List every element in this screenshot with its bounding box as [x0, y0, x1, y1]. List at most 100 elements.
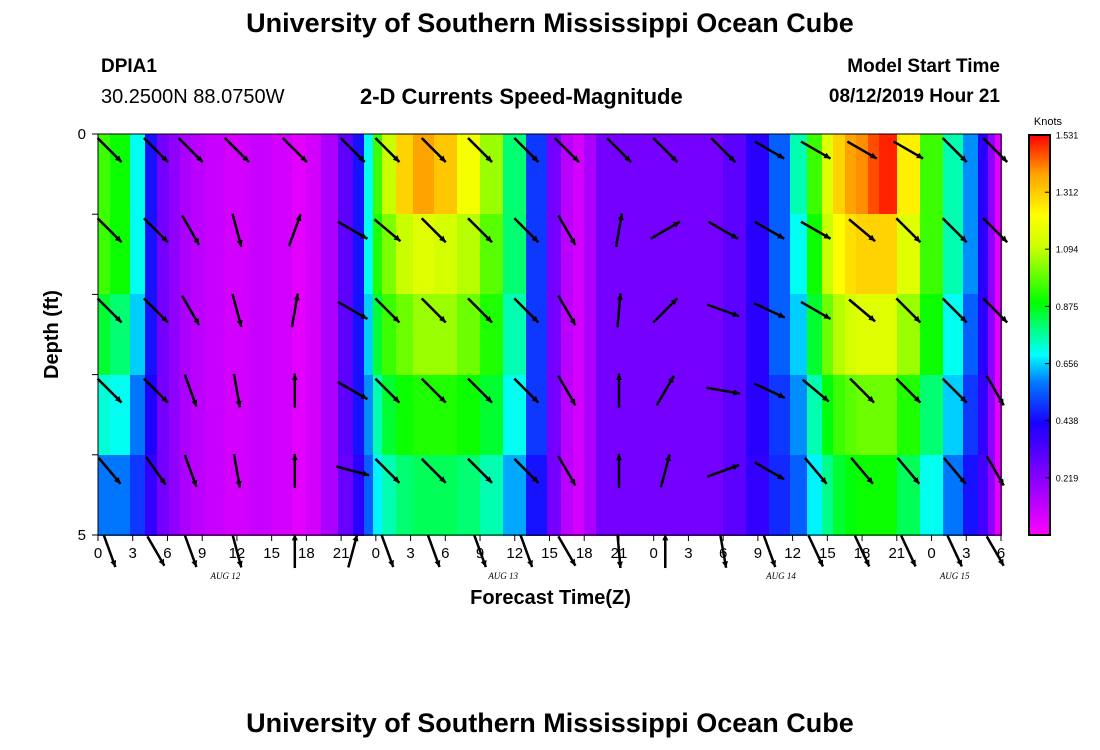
heatmap-cell — [995, 134, 1002, 215]
arrow-head — [434, 560, 441, 568]
heatmap-cell — [963, 214, 979, 295]
page-title: University of Southern Mississippi Ocean… — [246, 8, 854, 38]
x-tick-label: 9 — [476, 545, 484, 562]
heatmap-cell — [98, 375, 111, 456]
heatmap-cell — [338, 214, 354, 295]
arrow-head — [912, 477, 920, 484]
heatmap-cell — [205, 134, 226, 215]
heatmap-cell — [822, 455, 834, 536]
heatmap-cell — [700, 214, 724, 295]
heatmap-cell — [306, 455, 322, 536]
heatmap-cell — [822, 294, 834, 376]
heatmap-cell — [619, 214, 634, 295]
arrow-head — [615, 373, 623, 380]
heatmap-cell — [321, 214, 339, 295]
colorbar-unit: Knots — [1034, 116, 1063, 128]
heatmap-cell — [145, 134, 158, 215]
heatmap-cell — [364, 294, 374, 376]
heatmap-cell — [338, 455, 354, 536]
heatmap-cell — [191, 294, 206, 376]
arrow-head — [1000, 235, 1008, 243]
arrow-head — [439, 315, 446, 323]
heatmap-cell — [769, 294, 791, 376]
heatmap-cell — [619, 294, 634, 376]
arrow-head — [485, 315, 493, 323]
arrow-head — [485, 396, 493, 403]
arrow-head — [485, 476, 493, 483]
heatmap-cell — [573, 455, 585, 536]
x-tick-label: 6 — [719, 545, 727, 562]
arrow-head — [777, 392, 785, 398]
arrow-head — [866, 477, 874, 484]
heatmap-cell — [723, 214, 747, 295]
heatmap-cell — [677, 294, 701, 376]
heatmap-cell — [963, 294, 979, 376]
x-tick-label: 21 — [611, 545, 628, 562]
arrow-head — [485, 155, 493, 163]
arrow-head — [615, 453, 623, 461]
heatmap-cell — [988, 134, 996, 215]
arrow-head — [1000, 315, 1008, 323]
colorbar: Knots 1.531 1.312 1.094 0.875 0.656 0.438 0.219 — [1028, 116, 1079, 536]
heatmap-cell — [607, 455, 620, 536]
heatmap-cell — [526, 214, 548, 295]
heatmap-cell — [480, 455, 504, 536]
arrow-head — [114, 235, 122, 243]
heatmap-cell — [807, 455, 823, 536]
heatmap-cell — [526, 294, 548, 376]
heatmap-cell — [769, 214, 791, 295]
colorbar-tick-label: 0.438 — [1056, 416, 1079, 426]
heatmap-cell — [790, 455, 808, 536]
arrow-head — [114, 477, 121, 484]
heatmap-cell — [790, 294, 808, 376]
heatmap-cell — [306, 134, 322, 215]
station-id: DPIA1 — [101, 56, 157, 77]
heatmap-cell — [822, 214, 834, 295]
arrow-head — [360, 393, 368, 400]
arrow-head — [291, 534, 298, 541]
heatmap-cell — [633, 214, 655, 295]
heatmap-cell — [272, 294, 293, 376]
y-tick-label: 0 — [78, 126, 86, 143]
heatmap-cell — [526, 134, 548, 215]
heatmap-cell — [584, 134, 597, 215]
arrow-head — [235, 400, 242, 408]
heatmap-cell — [413, 294, 435, 376]
heatmap-cell — [205, 214, 226, 295]
heatmap-cell — [180, 375, 192, 456]
arrow-head — [569, 318, 576, 326]
heatmap-cell — [292, 294, 307, 376]
heatmap-cell — [868, 134, 880, 215]
arrow-head — [360, 313, 368, 319]
arrow-head — [161, 396, 168, 403]
heatmap-cell — [561, 375, 574, 456]
heatmap-cell — [607, 294, 620, 376]
y-axis-label: Depth (ft) — [41, 290, 63, 379]
arrow-head — [392, 155, 400, 163]
arrow-head — [777, 232, 785, 239]
arrow-head — [531, 155, 539, 163]
heatmap-cell — [130, 134, 146, 215]
heatmap-cell — [225, 294, 250, 376]
x-tick-label: 18 — [854, 545, 871, 562]
arrow-head — [617, 213, 624, 221]
arrow-head — [823, 232, 831, 239]
heatmap-cell — [396, 455, 414, 536]
x-date-label: AUG 13 — [487, 571, 518, 581]
heatmap-cell — [526, 455, 548, 536]
heatmap-cell — [225, 214, 250, 295]
arrow-head — [569, 398, 576, 406]
heatmap-cell — [845, 214, 857, 295]
heatmap-cell — [547, 455, 562, 536]
heatmap-cell — [130, 214, 146, 295]
heatmap-cell — [364, 455, 374, 536]
arrow-head — [869, 152, 877, 159]
heatmap-cell — [169, 455, 181, 536]
arrow-head — [114, 315, 122, 323]
heatmap-cell — [584, 455, 597, 536]
heatmap-cell — [807, 375, 823, 456]
x-tick-label: 0 — [927, 545, 935, 562]
heatmap-cell — [879, 375, 898, 456]
arrow-head — [722, 561, 729, 568]
heatmap-cell — [769, 134, 791, 215]
